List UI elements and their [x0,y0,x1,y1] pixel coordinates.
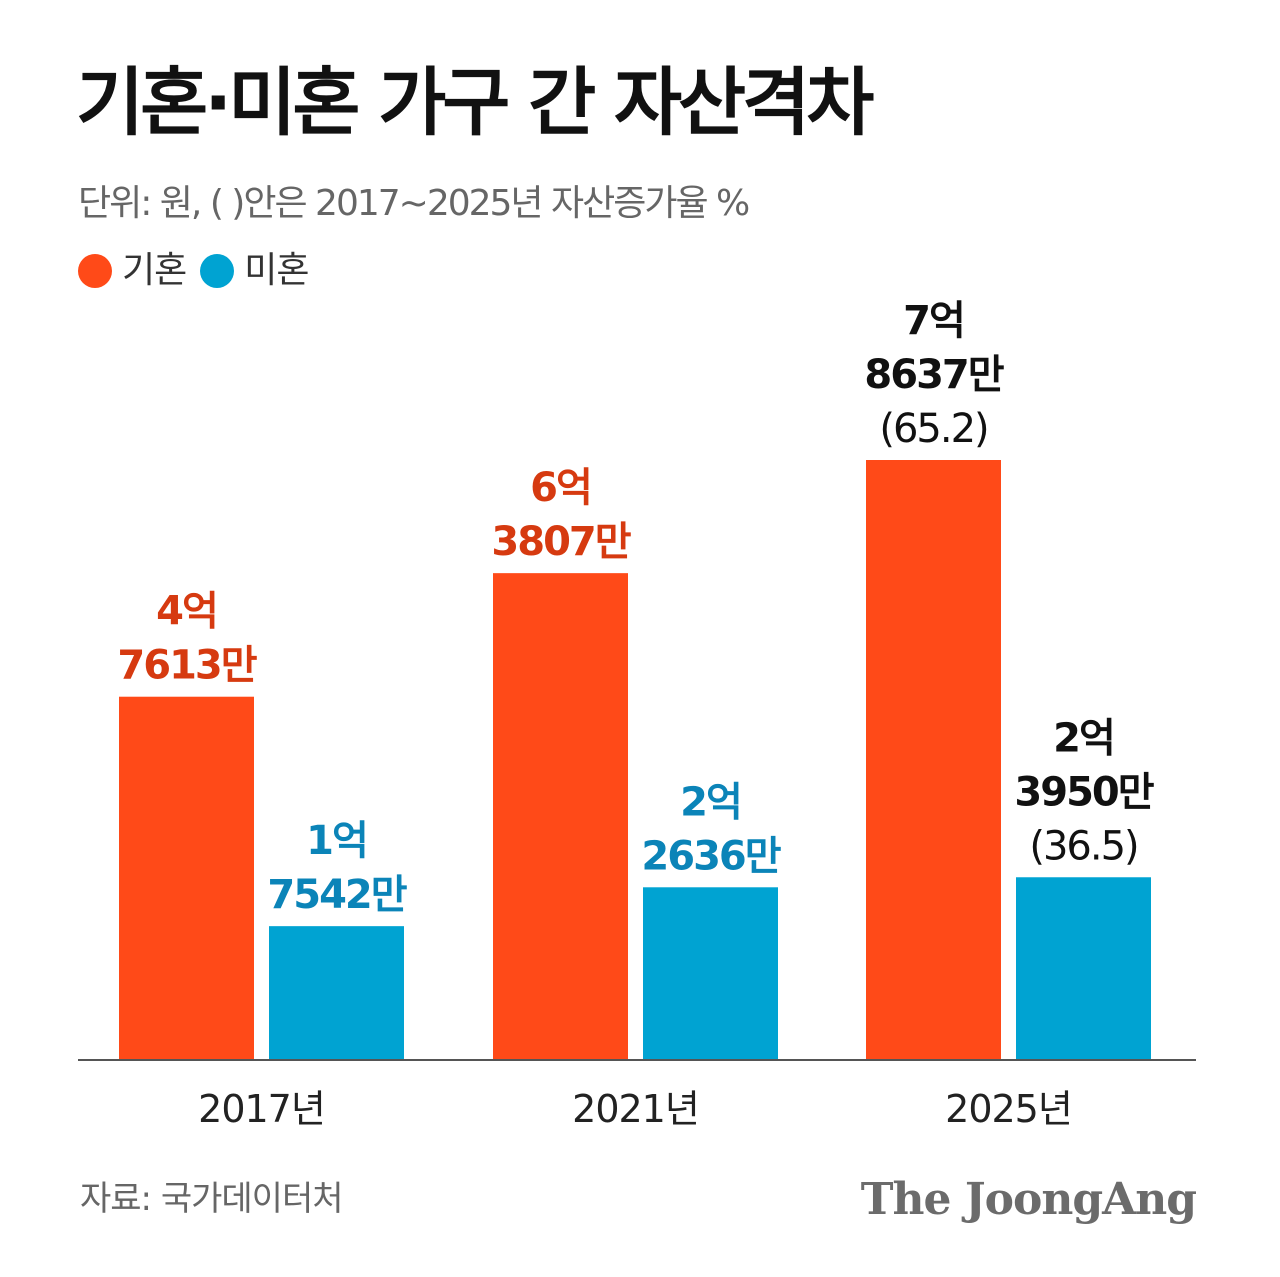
legend-item-single: 미혼 [200,250,310,291]
legend-dot-married [78,254,112,288]
chart-subtitle: 단위: 원, ( )안은 2017~2025년 자산증가율 % [78,183,750,224]
bar-single-1 [643,887,778,1060]
bar-single-0 [269,926,404,1060]
x-tick-label-2: 2025년 [945,1087,1072,1131]
x-tick-label-0: 2017년 [198,1087,325,1131]
data-label-single-1-0: 2억 [680,779,741,825]
data-label-married-2-1: 8637만 [864,352,1004,398]
bar-married-1 [493,573,628,1060]
data-label-married-0-1: 7613만 [117,643,257,689]
legend-dot-single [200,254,235,288]
data-label-single-0-1: 7542만 [267,872,407,918]
data-label-married-0-0: 4억 [156,589,217,635]
bar-married-0 [119,696,254,1060]
data-label-married-1-1: 3807만 [491,519,631,565]
source-note: 자료: 국가데이터처 [80,1179,344,1219]
legend-label-married: 기혼 [122,250,187,291]
x-tick-label-1: 2021년 [572,1087,699,1131]
data-label-single-2-1: 3950만 [1014,769,1154,815]
data-label-single-0-0: 1억 [306,818,367,864]
data-label-single-2-0: 2억 [1053,715,1114,761]
data-label-single-2-2: (36.5) [1029,823,1137,869]
legend-item-married: 기혼 [78,250,187,291]
data-label-married-1-0: 6억 [530,465,591,511]
chart-title: 기혼·미혼 가구 간 자산격차 [76,60,874,146]
bar-single-2 [1016,877,1151,1060]
legend: 기혼 미혼 [78,250,310,291]
data-label-married-2-0: 7억 [903,298,964,344]
bar-married-2 [866,460,1001,1060]
data-label-single-1-1: 2636만 [641,833,781,879]
legend-label-single: 미혼 [244,250,309,291]
data-label-married-2-2: (65.2) [879,406,987,452]
brand-logo: The JoongAng [860,1174,1197,1225]
